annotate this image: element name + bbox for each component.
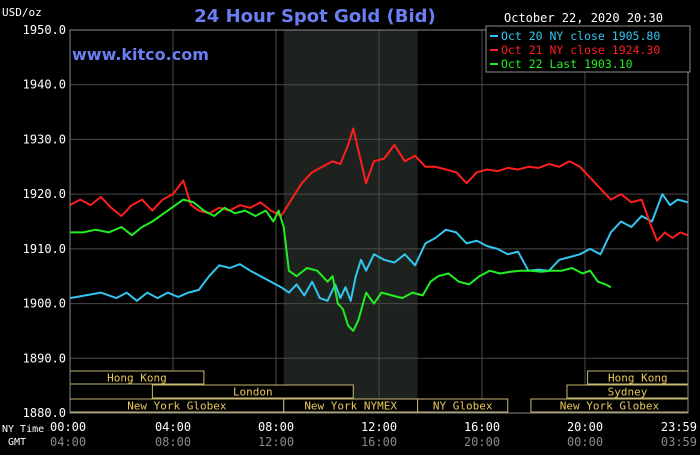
session-label: New York NYMEX xyxy=(304,400,397,413)
session-label: Hong Kong xyxy=(608,372,668,385)
y-tick-label: 1940.0 xyxy=(23,78,66,92)
x-tick-label-gmt: 20:00 xyxy=(464,435,500,449)
chart-timestamp: October 22, 2020 20:30 xyxy=(504,11,663,25)
x-tick-label-ny: 08:00 xyxy=(258,420,294,434)
session-bar xyxy=(417,398,509,413)
legend-box xyxy=(485,25,691,73)
x-tick-label-ny: 00:00 xyxy=(50,420,86,434)
x-tick-label-gmt: 12:00 xyxy=(258,435,294,449)
session-label: Sydney xyxy=(608,386,648,399)
plot-border xyxy=(69,29,689,414)
y-axis-tick-labels: 1950.0 1940.0 1930.0 1920.0 1910.0 1900.0 1890… xyxy=(23,23,66,420)
series-line xyxy=(70,198,612,332)
x-tick-label-gmt: 16:00 xyxy=(361,435,397,449)
x-tick-label-ny: 20:00 xyxy=(567,420,603,434)
legend-entry: Oct 22 Last 1903.10 xyxy=(501,57,633,71)
series-line xyxy=(69,127,689,242)
x-tick-label-gmt: 03:59 xyxy=(661,435,697,449)
y-tick-label: 1950.0 xyxy=(23,23,66,37)
session-label: New York Globex xyxy=(127,400,227,413)
session-label: Hong Kong xyxy=(107,372,167,385)
x-tick-label-ny: 04:00 xyxy=(155,420,191,434)
x-tick-label-ny: 12:00 xyxy=(361,420,397,434)
legend-entry: Oct 20 NY close 1905.80 xyxy=(501,29,660,43)
legend-entry: Oct 21 NY close 1924.30 xyxy=(501,43,660,57)
x-tick-label-ny: 16:00 xyxy=(464,420,500,434)
x-tick-label-ny: 23:59 xyxy=(661,420,697,434)
legend: October 22, 2020 20:30 Oct 20 NY close 1… xyxy=(485,11,691,73)
price-series-lines xyxy=(69,127,689,332)
y-tick-label: 1880.0 xyxy=(23,406,66,420)
kitco-watermark: www.kitco.com xyxy=(72,45,209,64)
session-label: NY Globex xyxy=(433,400,493,413)
session-label: New York Globex xyxy=(560,400,660,413)
session-label: London xyxy=(233,386,273,399)
gmt-label: GMT xyxy=(8,437,26,448)
chart-title: 24 Hour Spot Gold (Bid) xyxy=(194,6,435,27)
nymex-session-highlight xyxy=(283,30,418,413)
session-bar xyxy=(151,384,354,399)
y-tick-label: 1910.0 xyxy=(23,242,66,256)
y-tick-label: 1930.0 xyxy=(23,132,66,146)
y-tick-label: 1900.0 xyxy=(23,297,66,311)
y-axis-unit-label: USD/oz xyxy=(2,6,42,19)
x-tick-label-gmt: 00:00 xyxy=(567,435,603,449)
y-tick-label: 1890.0 xyxy=(23,351,66,365)
ny-time-label: NY Time xyxy=(2,424,44,435)
series-line xyxy=(69,193,689,302)
y-tick-label: 1920.0 xyxy=(23,187,66,201)
x-tick-label-gmt: 04:00 xyxy=(50,435,86,449)
x-tick-label-gmt: 08:00 xyxy=(155,435,191,449)
x-axis-tick-labels: 00:0004:0004:0008:0008:0012:0012:0016:00… xyxy=(50,420,697,449)
